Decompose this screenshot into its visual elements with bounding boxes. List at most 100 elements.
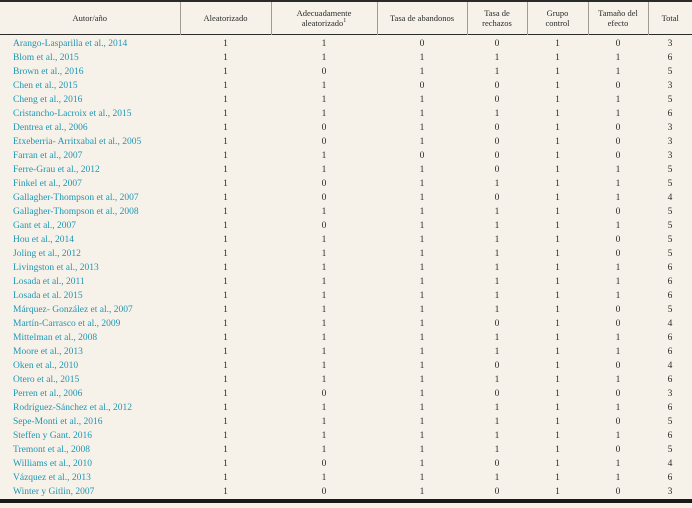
score-cell: 1 xyxy=(555,445,560,455)
author-cell[interactable]: Finkel et al., 2007 xyxy=(0,177,180,191)
author-link[interactable]: Márquez- González et al., 2007 xyxy=(13,305,133,315)
author-link[interactable]: Martín-Carrasco et al., 2009 xyxy=(13,319,121,329)
author-link[interactable]: Mittelman et al., 2008 xyxy=(13,333,98,343)
author-cell[interactable]: Vázquez et al., 2013 xyxy=(0,471,180,485)
author-cell[interactable]: Brown et al., 2016 xyxy=(0,65,180,79)
author-cell[interactable]: Dentrea et al., 2006 xyxy=(0,121,180,135)
author-link[interactable]: Ferre-Grau et al., 2012 xyxy=(13,165,100,175)
author-cell[interactable]: Márquez- González et al., 2007 xyxy=(0,303,180,317)
score-cell: 1 xyxy=(419,221,425,231)
score-cell: 6 xyxy=(667,263,673,273)
author-cell[interactable]: Otero et al., 2015 xyxy=(0,373,180,387)
author-cell[interactable]: Blom et al., 2015 xyxy=(0,51,180,65)
author-cell[interactable]: Steffen y Gant. 2016 xyxy=(0,429,180,443)
author-link[interactable]: Vázquez et al., 2013 xyxy=(13,473,91,483)
author-link[interactable]: Losada et al., 2011 xyxy=(13,277,85,287)
score-cell: 1 xyxy=(494,179,500,189)
author-link[interactable]: Gallagher-Thompson et al., 2008 xyxy=(13,207,139,217)
author-cell[interactable]: Hou et al., 2014 xyxy=(0,233,180,247)
score-cell: 1 xyxy=(223,473,228,483)
author-cell[interactable]: Joling et al., 2012 xyxy=(0,247,180,261)
score-cell: 1 xyxy=(223,375,228,385)
author-link[interactable]: Sepe-Monti et al., 2016 xyxy=(13,417,103,427)
author-cell[interactable]: Gallagher-Thompson et al., 2008 xyxy=(0,205,180,219)
score-cell: 1 xyxy=(321,151,327,161)
author-cell[interactable]: Chen et al., 2015 xyxy=(0,79,180,93)
author-link[interactable]: Finkel et al., 2007 xyxy=(13,179,82,189)
score-cell: 0 xyxy=(494,165,500,175)
author-link[interactable]: Rodríguez-Sánchez et al., 2012 xyxy=(13,403,132,413)
score-cell: 0 xyxy=(494,137,500,147)
author-cell[interactable]: Cheng et al., 2016 xyxy=(0,93,180,107)
author-cell[interactable]: Winter y Gitlin, 2007 xyxy=(0,485,180,501)
author-cell[interactable]: Tremont et al., 2008 xyxy=(0,443,180,457)
author-cell[interactable]: Cristancho-Lacroix et al., 2015 xyxy=(0,107,180,121)
score-cell: 1 xyxy=(555,305,560,315)
author-link[interactable]: Blom et al., 2015 xyxy=(13,53,79,63)
author-cell[interactable]: Livingston et al., 2013 xyxy=(0,261,180,275)
author-cell[interactable]: Rodríguez-Sánchez et al., 2012 xyxy=(0,401,180,415)
author-cell[interactable]: Martín-Carrasco et al., 2009 xyxy=(0,317,180,331)
author-link[interactable]: Steffen y Gant. 2016 xyxy=(13,431,92,441)
author-cell[interactable]: Mittelman et al., 2008 xyxy=(0,331,180,345)
score-cell: 1 xyxy=(555,193,560,203)
author-link[interactable]: Perren et al., 2006 xyxy=(13,389,83,399)
author-link[interactable]: Gant et al., 2007 xyxy=(13,221,77,231)
author-link[interactable]: Winter y Gitlin, 2007 xyxy=(13,487,95,497)
score-cell: 1 xyxy=(321,235,327,245)
author-link[interactable]: Williams et al., 2010 xyxy=(13,459,93,469)
score-cell: 0 xyxy=(419,81,425,91)
score-cell: 1 xyxy=(555,459,560,469)
author-cell[interactable]: Farran et al., 2007 xyxy=(0,149,180,163)
score-cell: 1 xyxy=(555,333,560,343)
score-cell: 1 xyxy=(223,431,228,441)
table-row: Vázquez et al., 2013 1 1 1 1 1 1 6 xyxy=(0,471,692,485)
author-link[interactable]: Gallagher-Thompson et al., 2007 xyxy=(13,193,139,203)
column-header-label: Aleatorizado xyxy=(203,13,248,23)
author-cell[interactable]: Oken et al., 2010 xyxy=(0,359,180,373)
author-link[interactable]: Otero et al., 2015 xyxy=(13,375,80,385)
score-cell: 1 xyxy=(223,333,228,343)
table-row: Losada et al. 2015 1 1 1 1 1 1 6 xyxy=(0,289,692,303)
author-cell[interactable]: Moore et al., 2013 xyxy=(0,345,180,359)
author-cell[interactable]: Williams et al., 2010 xyxy=(0,457,180,471)
author-link[interactable]: Chen et al., 2015 xyxy=(13,81,78,91)
author-cell[interactable]: Etxeberria- Arritxabal et al., 2005 xyxy=(0,135,180,149)
column-header-6: Tamaño del efecto xyxy=(587,1,648,35)
author-link[interactable]: Tremont et al., 2008 xyxy=(13,445,90,455)
table-row: Cristancho-Lacroix et al., 2015 1 1 1 1 1 1 6 xyxy=(0,107,692,121)
author-link[interactable]: Livingston et al., 2013 xyxy=(13,263,99,273)
author-cell[interactable]: Gant et al., 2007 xyxy=(0,219,180,233)
score-cell: 1 xyxy=(555,473,560,483)
author-link[interactable]: Cheng et al., 2016 xyxy=(13,95,83,105)
author-cell[interactable]: Losada et al. 2015 xyxy=(0,289,180,303)
author-cell[interactable]: Losada et al., 2011 xyxy=(0,275,180,289)
score-cell: 1 xyxy=(223,459,228,469)
author-link[interactable]: Oken et al., 2010 xyxy=(13,361,79,371)
author-link[interactable]: Losada et al. 2015 xyxy=(13,291,83,301)
score-cell: 1 xyxy=(494,417,500,427)
score-cell: 1 xyxy=(321,207,327,217)
score-cell: 1 xyxy=(321,81,327,91)
author-link[interactable]: Brown et al., 2016 xyxy=(13,67,84,77)
author-link[interactable]: Joling et al., 2012 xyxy=(13,249,81,259)
author-link[interactable]: Farran et al., 2007 xyxy=(13,151,83,161)
score-cell: 1 xyxy=(494,403,500,413)
author-link[interactable]: Dentrea et al., 2006 xyxy=(13,123,88,133)
author-cell[interactable]: Arango-Lasparilla et al., 2014 xyxy=(0,35,180,52)
author-link[interactable]: Moore et al., 2013 xyxy=(13,347,83,357)
author-cell[interactable]: Ferre-Grau et al., 2012 xyxy=(0,163,180,177)
score-cell: 1 xyxy=(615,109,621,119)
score-cell: 1 xyxy=(555,207,560,217)
author-cell[interactable]: Gallagher-Thompson et al., 2007 xyxy=(0,191,180,205)
column-header-2: Adecuadamente aleatorizado1 xyxy=(270,1,377,35)
author-cell[interactable]: Perren et al., 2006 xyxy=(0,387,180,401)
score-cell: 1 xyxy=(494,207,500,217)
score-cell: 0 xyxy=(615,361,621,371)
author-link[interactable]: Etxeberria- Arritxabal et al., 2005 xyxy=(13,137,142,147)
author-link[interactable]: Hou et al., 2014 xyxy=(13,235,74,245)
author-cell[interactable]: Sepe-Monti et al., 2016 xyxy=(0,415,180,429)
score-cell: 1 xyxy=(555,235,560,245)
author-link[interactable]: Cristancho-Lacroix et al., 2015 xyxy=(13,109,132,119)
author-link[interactable]: Arango-Lasparilla et al., 2014 xyxy=(13,39,128,49)
